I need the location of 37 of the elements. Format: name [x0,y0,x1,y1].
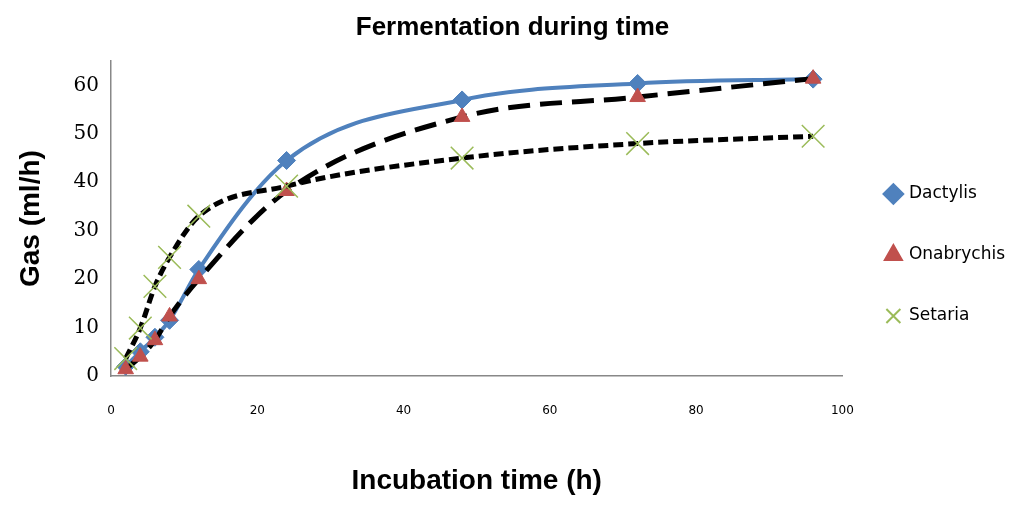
legend-label: Setaria [908,304,970,325]
point [453,107,471,122]
x-tick-label: 100 [830,403,854,418]
point [804,69,822,84]
y-tick-label: 60 [73,71,100,96]
legend-label: Dactylis [908,182,977,203]
point [277,150,297,170]
point [113,346,138,371]
x-axis-title: Incubation time (h) [351,463,602,495]
point [142,274,167,299]
x-tick-label: 40 [395,403,412,418]
legend-label: Onabrychis [908,243,1006,264]
point [274,174,299,199]
point [629,87,646,103]
y-tick-label: 20 [73,265,100,290]
y-tick-label: 30 [73,216,100,241]
point [628,73,648,93]
x-tick-label: 60 [542,403,558,418]
x-tick-label: 0 [107,403,115,418]
point [128,315,153,341]
point [801,124,826,149]
y-tick-label: 10 [73,313,100,338]
point [132,347,149,362]
point [625,131,650,156]
y-tick-label: 0 [86,362,100,387]
y-tick-label: 50 [73,120,100,145]
point [452,90,472,110]
y-tick-label: 40 [73,168,100,193]
y-axis-title: Gas (ml/h) [13,150,45,288]
point [161,306,178,322]
point [450,146,475,171]
point [190,269,208,285]
point [157,245,182,270]
x-tick-label: 80 [688,403,704,418]
x-tick-label: 20 [249,403,265,418]
chart-title: Fermentation during time [355,10,670,41]
point [186,204,211,229]
